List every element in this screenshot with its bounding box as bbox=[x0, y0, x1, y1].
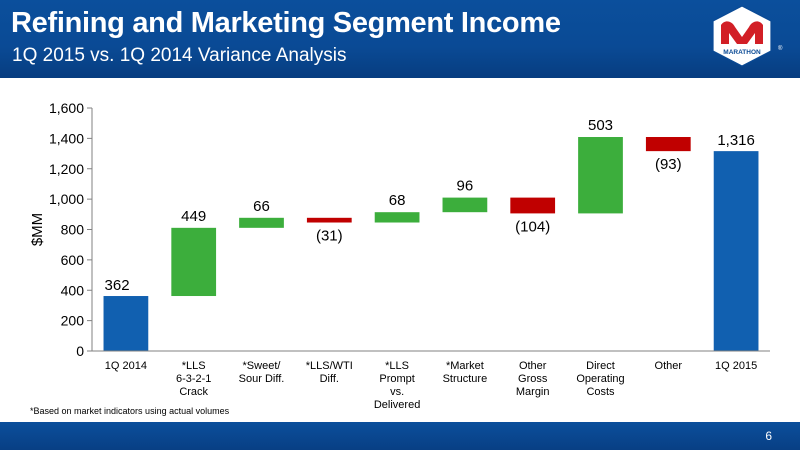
y-axis: 0 200 400 600 800 1,000 1,200 1,400 1,600 bbox=[49, 100, 92, 359]
data-label: 503 bbox=[588, 117, 613, 134]
data-label: (31) bbox=[316, 228, 343, 245]
x-category-label: *LLS/WTI Diff. bbox=[306, 360, 353, 385]
footnote: *Based on market indicators using actual… bbox=[30, 406, 230, 416]
y-tick-label: 0 bbox=[76, 343, 84, 359]
logo-trademark: ® bbox=[778, 46, 783, 52]
y-axis-label: $MM bbox=[29, 213, 46, 246]
bar-4 bbox=[306, 217, 352, 223]
x-category-label: *LLS Prompt vs. Delivered bbox=[374, 360, 420, 408]
data-label: 66 bbox=[253, 198, 270, 215]
data-label: (93) bbox=[655, 156, 682, 173]
y-tick-label: 1,400 bbox=[49, 130, 84, 146]
page-number: 6 bbox=[765, 429, 772, 443]
bar-1 bbox=[103, 296, 149, 351]
data-label: (104) bbox=[515, 218, 550, 235]
x-category-label: Other bbox=[655, 360, 683, 372]
logo-wordmark: MARATHON bbox=[723, 49, 761, 56]
slide-title: Refining and Marketing Segment Income bbox=[11, 7, 561, 39]
data-label: 362 bbox=[105, 277, 130, 294]
slide-footer: 6 bbox=[0, 422, 800, 450]
slide-subtitle: 1Q 2015 vs. 1Q 2014 Variance Analysis bbox=[12, 45, 347, 66]
slide-header: Refining and Marketing Segment Income 1Q… bbox=[0, 0, 800, 78]
x-category-label: Other Gross Margin bbox=[516, 360, 550, 398]
x-category-label: *Sweet/Sour Diff. bbox=[239, 360, 285, 385]
x-category-label: *LLS 6-3-2-1 Crack bbox=[176, 360, 211, 398]
data-label: 1,316 bbox=[717, 132, 755, 149]
y-tick-label: 400 bbox=[61, 282, 85, 298]
bar-5 bbox=[374, 212, 420, 223]
data-label: 68 bbox=[389, 192, 406, 209]
data-label: 449 bbox=[181, 208, 206, 225]
y-tick-label: 600 bbox=[61, 252, 85, 268]
waterfall-chart: 0 200 400 600 800 1,000 1,200 1,400 1,600 $MM 36… bbox=[29, 100, 770, 408]
data-label: 96 bbox=[457, 178, 474, 195]
x-category-label: 1Q 2014 bbox=[105, 360, 147, 372]
y-tick-label: 800 bbox=[61, 222, 85, 238]
x-category-label: 1Q 2015 bbox=[715, 360, 757, 372]
y-tick-label: 1,600 bbox=[49, 100, 84, 116]
y-tick-label: 1,200 bbox=[49, 161, 84, 177]
data-labels-layer: 362 449 66 (31) 68 96 (104) 503 (93) 1,316 bbox=[105, 117, 755, 294]
bar-8 bbox=[578, 137, 623, 214]
x-category-label: *Market Structure bbox=[443, 360, 488, 385]
bar-2 bbox=[171, 227, 217, 297]
bars-layer bbox=[103, 137, 759, 351]
bar-3 bbox=[239, 217, 284, 228]
y-tick-label: 1,000 bbox=[49, 191, 84, 207]
bar-6 bbox=[442, 197, 488, 213]
marathon-logo: MARATHON bbox=[712, 5, 772, 67]
bar-10 bbox=[713, 151, 759, 351]
bar-7 bbox=[510, 197, 556, 214]
y-tick-label: 200 bbox=[61, 313, 85, 329]
bar-9 bbox=[645, 137, 691, 152]
x-category-label: Direct Operating Costs bbox=[576, 360, 624, 398]
x-axis-categories: 1Q 2014 *LLS 6-3-2-1 Crack *Sweet/Sour Diff.… bbox=[105, 360, 757, 408]
